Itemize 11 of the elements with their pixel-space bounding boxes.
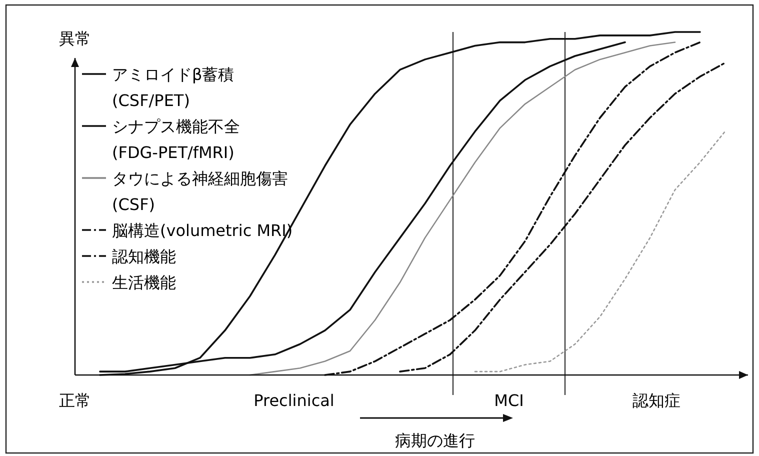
legend-label: 認知機能 bbox=[112, 247, 176, 266]
text: MCI bbox=[494, 391, 524, 410]
text: 正常 bbox=[59, 391, 91, 410]
y-axis-title: 異常 bbox=[59, 29, 91, 48]
legend-label: シナプス機能不全(FDG-PET/fMRI) bbox=[112, 117, 240, 162]
legend-label: タウによる神経細胞傷害(CSF) bbox=[112, 169, 288, 214]
legend-label: アミロイドβ蓄積(CSF/PET) bbox=[112, 65, 234, 110]
legend-label: 生活機能 bbox=[112, 273, 176, 292]
text: Preclinical bbox=[254, 391, 334, 410]
text: 病期の進行 bbox=[395, 431, 475, 450]
text: 認知症 bbox=[632, 391, 680, 410]
